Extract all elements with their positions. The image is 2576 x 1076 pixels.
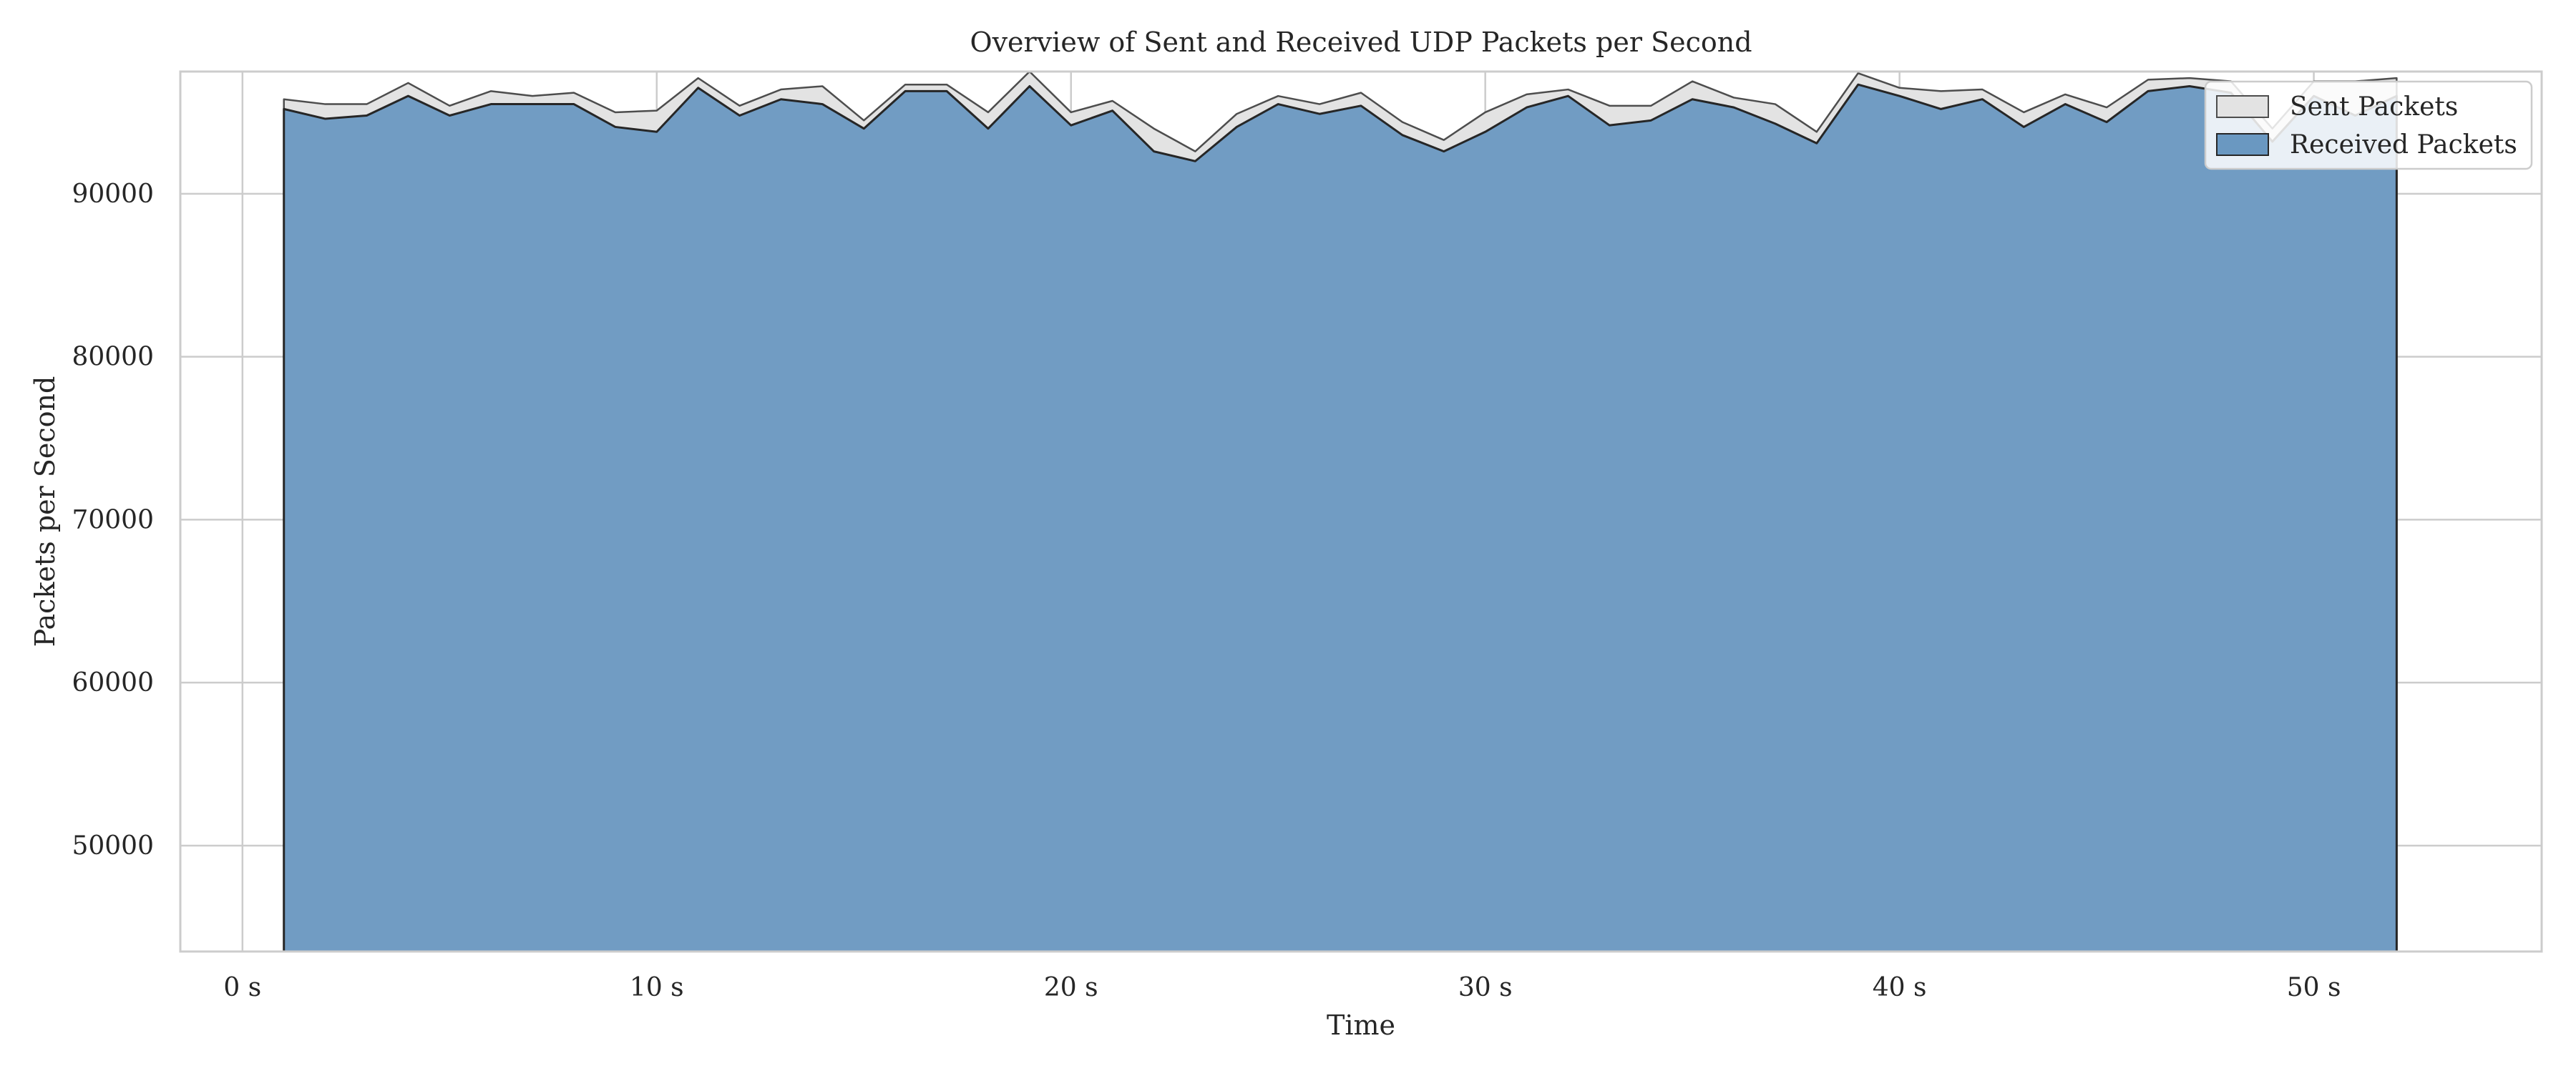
x-tick-label: 50 s (2287, 973, 2341, 1002)
chart-title: Overview of Sent and Received UDP Packet… (970, 26, 1752, 58)
y-axis-ticks: 50000 60000 70000 80000 90000 (72, 180, 154, 861)
y-tick-label: 90000 (72, 180, 154, 209)
x-tick-label: 0 s (223, 973, 261, 1002)
x-tick-label: 30 s (1458, 973, 1513, 1002)
legend-swatch-received (2216, 133, 2269, 156)
legend-frame (2204, 80, 2533, 170)
legend-swatch-sent (2216, 95, 2269, 118)
x-tick-label: 10 s (630, 973, 684, 1002)
legend-label-sent: Sent Packets (2290, 92, 2458, 122)
x-tick-label: 40 s (1873, 973, 1927, 1002)
y-tick-label: 80000 (72, 343, 154, 372)
legend-label-received: Received Packets (2290, 130, 2517, 160)
plot-frame (179, 70, 2543, 953)
y-axis-label: Packets per Second (29, 376, 61, 647)
x-axis-ticks: 0 s 10 s 20 s 30 s 40 s 50 s (223, 973, 2341, 1002)
y-tick-label: 60000 (72, 668, 154, 698)
area-series (283, 70, 2398, 953)
x-tick-label: 20 s (1044, 973, 1098, 1002)
received-packets-area (283, 83, 2398, 953)
x-axis-label: Time (1327, 1009, 1395, 1041)
y-tick-label: 70000 (72, 505, 154, 534)
legend: Sent Packets Received Packets (2204, 80, 2533, 170)
y-tick-label: 50000 (72, 831, 154, 861)
